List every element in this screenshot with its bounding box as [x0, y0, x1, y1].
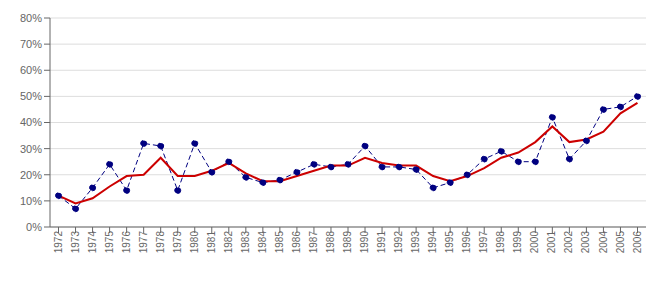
svg-text:1996: 1996: [461, 231, 472, 254]
svg-text:1988: 1988: [325, 231, 336, 254]
svg-text:80%: 80%: [20, 12, 42, 24]
svg-text:1986: 1986: [291, 231, 302, 254]
svg-text:1981: 1981: [206, 231, 217, 254]
svg-text:70%: 70%: [20, 38, 42, 50]
svg-text:30%: 30%: [20, 143, 42, 155]
svg-text:1999: 1999: [512, 231, 523, 254]
svg-text:1977: 1977: [138, 231, 149, 254]
svg-text:1997: 1997: [478, 231, 489, 254]
svg-text:1995: 1995: [444, 231, 455, 254]
svg-text:1976: 1976: [121, 231, 132, 254]
svg-text:1984: 1984: [257, 231, 268, 254]
svg-text:1994: 1994: [427, 231, 438, 254]
svg-text:1998: 1998: [495, 231, 506, 254]
svg-text:50%: 50%: [20, 90, 42, 102]
svg-text:2006: 2006: [632, 231, 643, 254]
svg-text:1987: 1987: [308, 231, 319, 254]
svg-text:2004: 2004: [598, 231, 609, 254]
svg-text:20%: 20%: [20, 169, 42, 181]
svg-text:2003: 2003: [581, 231, 592, 254]
svg-text:60%: 60%: [20, 64, 42, 76]
svg-text:10%: 10%: [20, 195, 42, 207]
svg-text:0%: 0%: [26, 221, 42, 233]
svg-text:1978: 1978: [155, 231, 166, 254]
svg-text:2002: 2002: [563, 231, 574, 254]
svg-text:1990: 1990: [359, 231, 370, 254]
svg-text:1983: 1983: [240, 231, 251, 254]
svg-text:2005: 2005: [615, 231, 626, 254]
svg-text:1979: 1979: [172, 231, 183, 254]
svg-text:1991: 1991: [376, 231, 387, 254]
svg-text:1980: 1980: [189, 231, 200, 254]
svg-text:40%: 40%: [20, 116, 42, 128]
svg-text:1982: 1982: [223, 231, 234, 254]
svg-text:2001: 2001: [546, 231, 557, 254]
svg-text:1974: 1974: [87, 231, 98, 254]
svg-text:1989: 1989: [342, 231, 353, 254]
svg-text:1992: 1992: [393, 231, 404, 254]
svg-text:1993: 1993: [410, 231, 421, 254]
svg-text:1975: 1975: [104, 231, 115, 254]
svg-text:1985: 1985: [274, 231, 285, 254]
svg-text:1972: 1972: [53, 231, 64, 254]
svg-text:2000: 2000: [529, 231, 540, 254]
svg-text:1973: 1973: [70, 231, 81, 254]
